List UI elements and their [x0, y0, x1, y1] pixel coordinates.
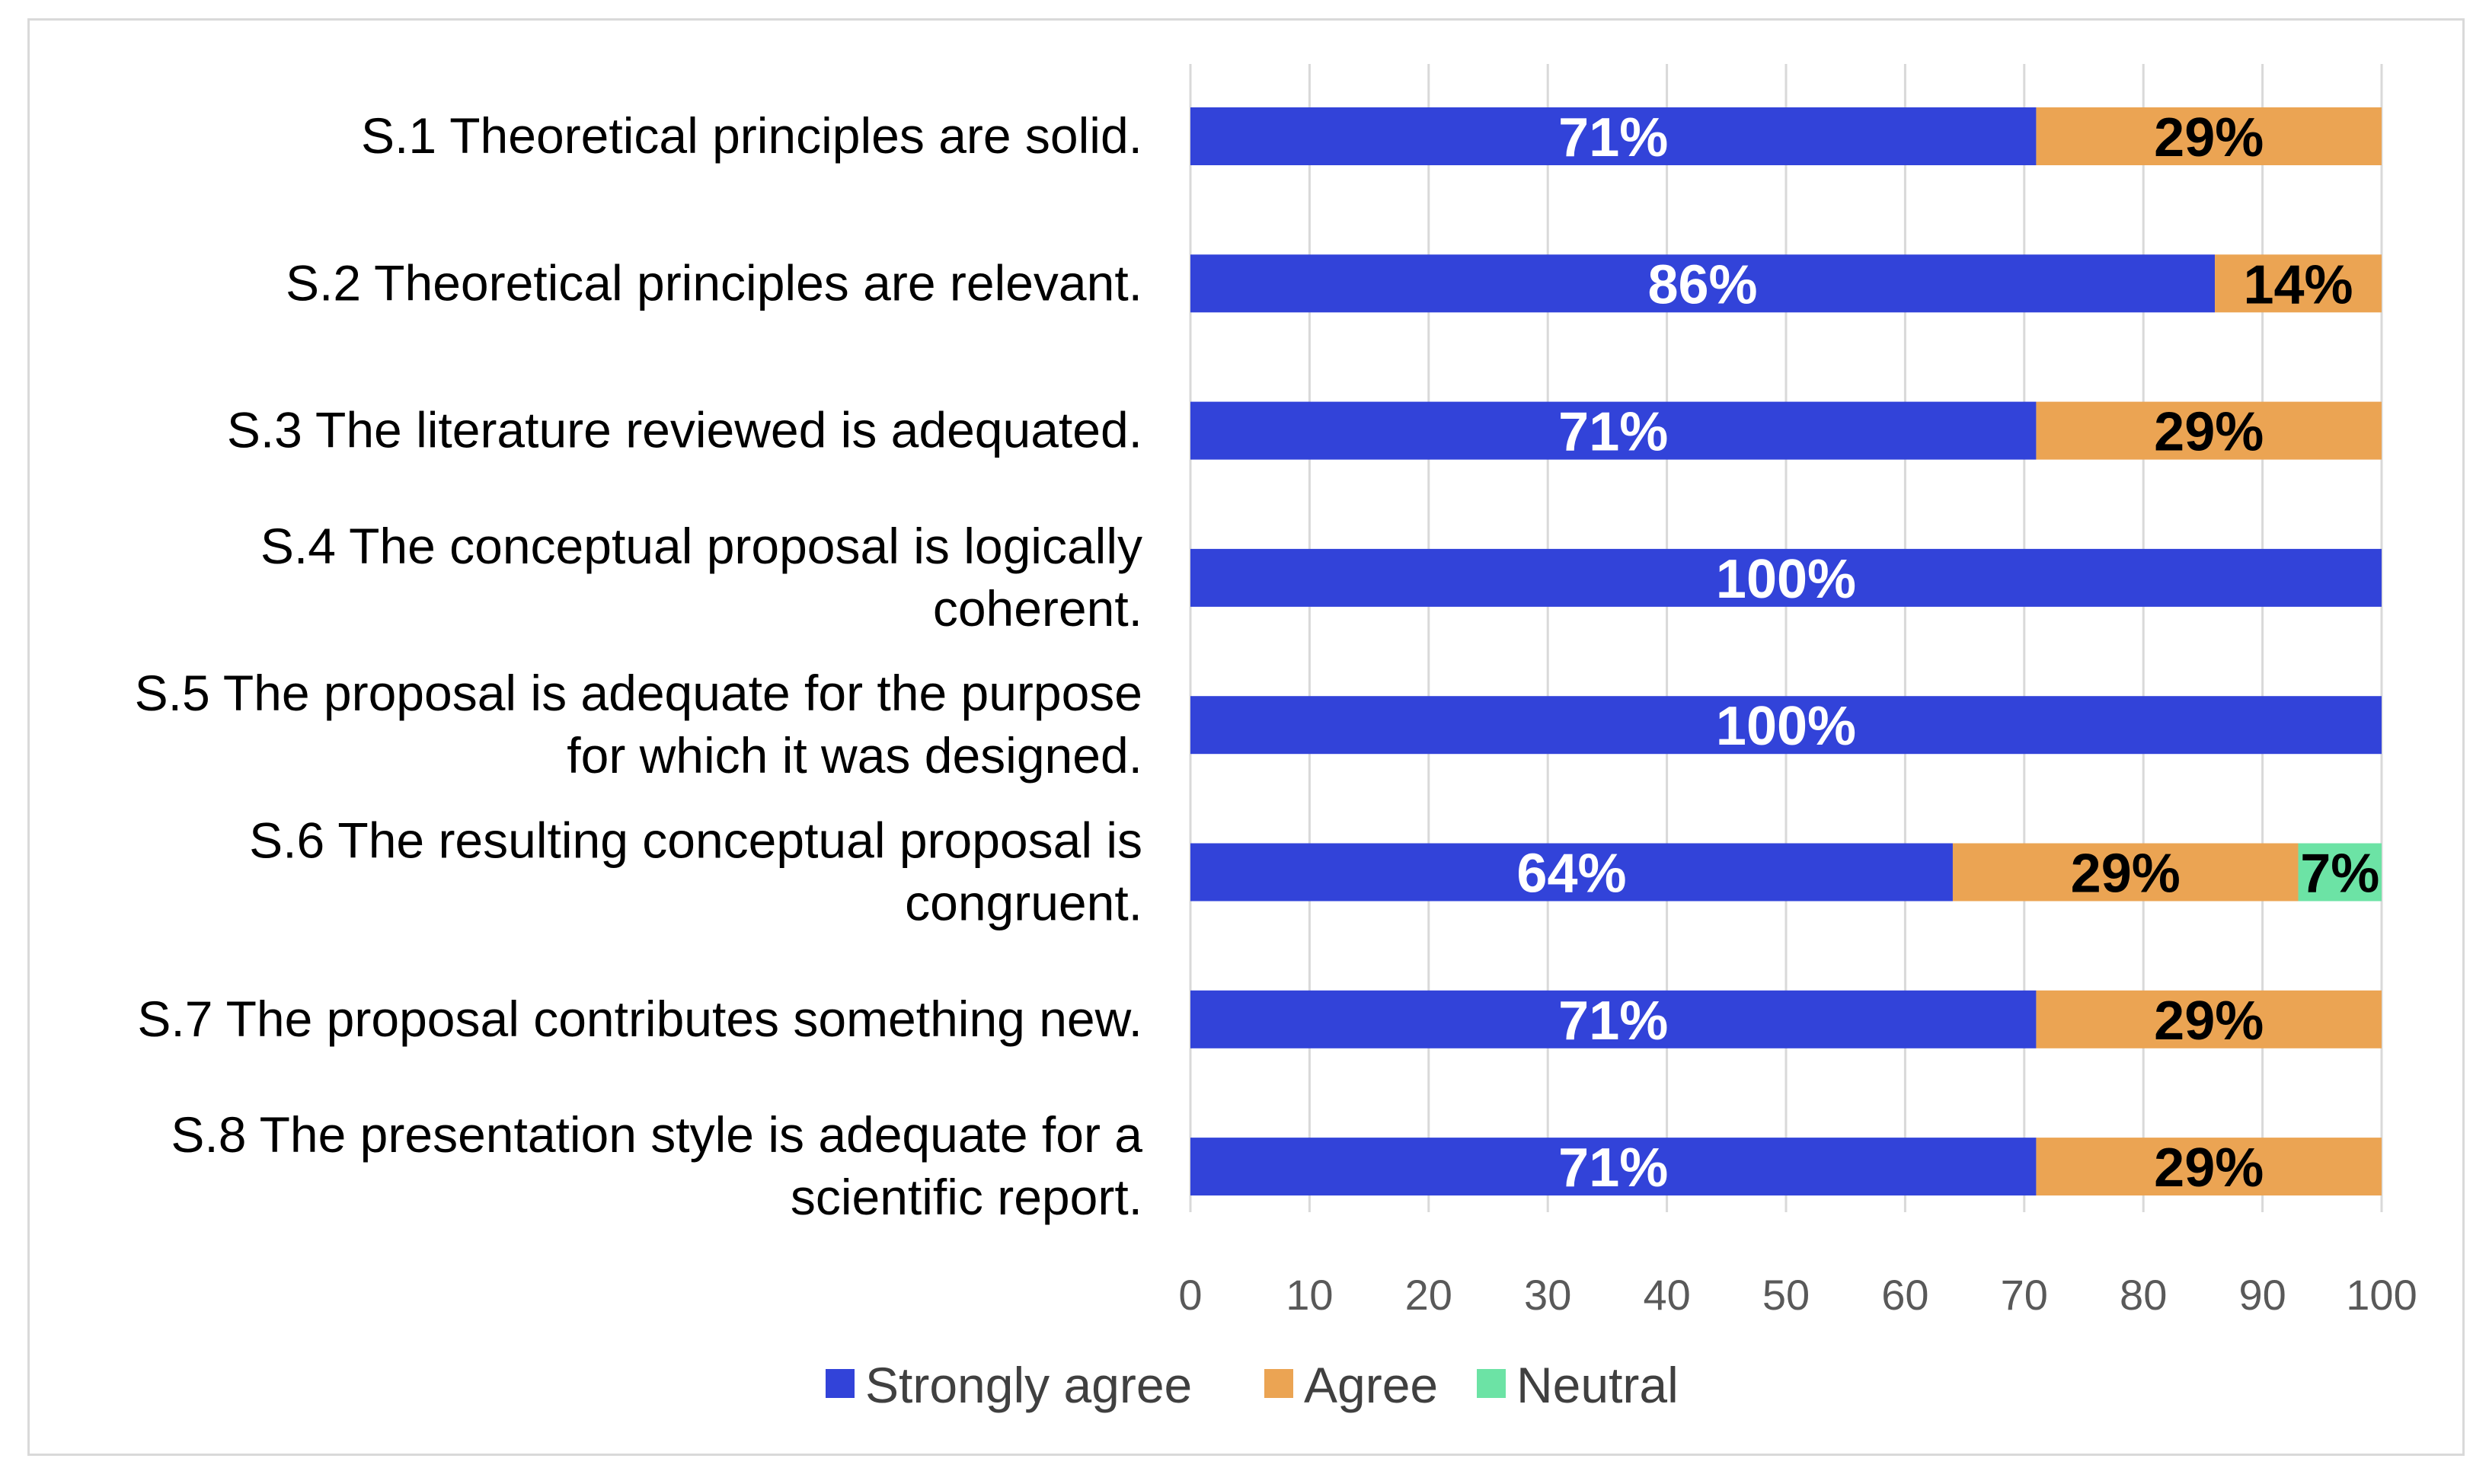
bar-segment-strongly-agree [1190, 107, 2037, 165]
data-label: 100% [1716, 549, 1856, 610]
legend-label: Strongly agree [865, 1357, 1192, 1413]
category-label: S.4 The conceptual proposal is logically [260, 518, 1142, 574]
data-label: 100% [1716, 696, 1856, 757]
x-tick-label: 0 [1178, 1271, 1202, 1319]
category-label: S.7 The proposal contributes something n… [137, 991, 1142, 1047]
category-label: for which it was designed. [567, 727, 1142, 783]
data-label: 29% [2154, 1138, 2264, 1198]
x-tick-label: 30 [1524, 1271, 1571, 1319]
x-tick-label: 20 [1405, 1271, 1452, 1319]
category-label: congruent. [905, 875, 1142, 931]
category-label: coherent. [933, 580, 1142, 637]
data-label: 29% [2071, 844, 2181, 905]
bar-segment-strongly-agree [1190, 401, 2037, 460]
bar-segment-agree [2215, 254, 2382, 313]
bar-segment-strongly-agree [1190, 548, 2382, 607]
category-label: scientific report. [791, 1169, 1142, 1225]
bar-segment-agree [2036, 107, 2382, 165]
category-label: S.2 Theoretical principles are relevant. [286, 254, 1142, 311]
data-label: 71% [1558, 991, 1668, 1052]
data-label: 64% [1516, 844, 1626, 905]
x-tick-label: 40 [1643, 1271, 1690, 1319]
bar-segment-agree [2036, 1138, 2382, 1196]
bar-segment-strongly-agree [1190, 843, 1953, 902]
bar-segment-strongly-agree [1190, 1138, 2037, 1196]
legend-swatch [1264, 1369, 1293, 1398]
bar-segment-neutral [2298, 843, 2382, 902]
x-tick-label: 70 [2001, 1271, 2048, 1319]
category-label: S.6 The resulting conceptual proposal is [249, 812, 1142, 869]
x-tick-label: 100 [2346, 1271, 2417, 1319]
legend-label: Agree [1304, 1357, 1438, 1413]
category-label: S.8 The presentation style is adequate f… [171, 1106, 1142, 1163]
category-label: S.5 The proposal is adequate for the pur… [135, 665, 1142, 721]
data-label: 71% [1558, 107, 1668, 168]
data-label: 29% [2154, 107, 2264, 168]
legend-swatch [826, 1369, 855, 1398]
data-label: 86% [1647, 254, 1757, 315]
bar-segment-agree [2036, 990, 2382, 1048]
data-label: 29% [2154, 991, 2264, 1052]
x-tick-label: 10 [1286, 1271, 1333, 1319]
x-tick-label: 90 [2238, 1271, 2286, 1319]
x-tick-label: 60 [1881, 1271, 1928, 1319]
legend-label: Neutral [1516, 1357, 1679, 1413]
data-label: 29% [2154, 402, 2264, 463]
x-tick-label: 50 [1762, 1271, 1810, 1319]
legend-swatch [1477, 1369, 1506, 1398]
category-label: S.3 The literature reviewed is adequated… [227, 402, 1142, 458]
bar-segment-agree [2036, 401, 2382, 460]
data-label: 71% [1558, 402, 1668, 463]
bar-segment-agree [1952, 843, 2299, 902]
bar-segment-strongly-agree [1190, 696, 2382, 755]
data-label: 71% [1558, 1138, 1668, 1198]
x-tick-label: 80 [2120, 1271, 2167, 1319]
bar-segment-strongly-agree [1190, 990, 2037, 1048]
bar-segment-strongly-agree [1190, 254, 2216, 313]
data-label: 7% [2300, 844, 2379, 905]
category-label: S.1 Theoretical principles are solid. [361, 107, 1142, 164]
data-label: 14% [2243, 254, 2353, 315]
